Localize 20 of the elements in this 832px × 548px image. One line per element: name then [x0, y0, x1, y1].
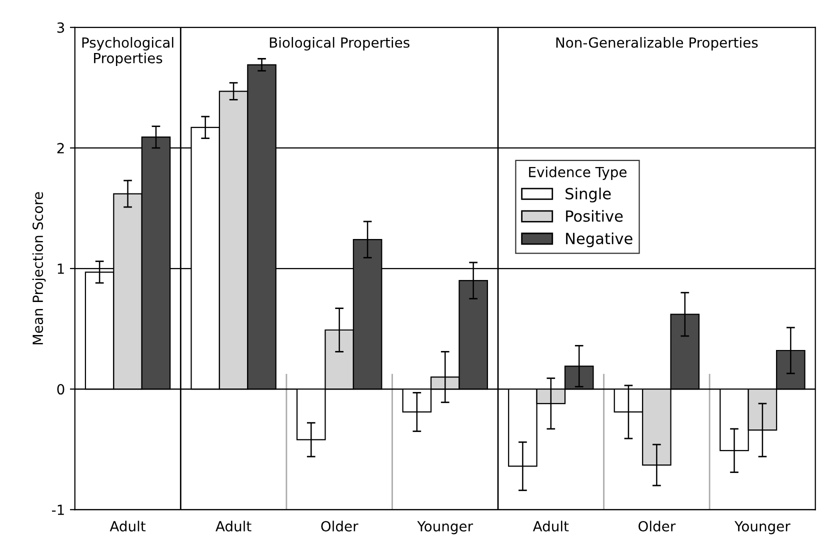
x-tick-label: Adult [110, 520, 146, 532]
y-tick-label: 0 [57, 384, 64, 395]
y-axis-title: Mean Projection Score [32, 192, 46, 344]
x-tick-label: Older [638, 520, 676, 532]
annotation: Non-Generalizable Properties [556, 37, 758, 50]
y-tick-label: 2 [57, 142, 64, 154]
y-tick-label: -1 [52, 504, 64, 515]
x-tick-label: Younger [734, 521, 790, 534]
legend-label: Negative [566, 232, 632, 248]
y-tick-label: 3 [57, 22, 64, 33]
legend-label: Positive [566, 210, 623, 222]
x-tick-label: Younger [417, 521, 474, 534]
annotation: Biological Properties [270, 37, 410, 50]
legend-title: Evidence Type [529, 166, 626, 180]
y-tick-label: 1 [58, 264, 64, 274]
x-tick-label: Adult [216, 520, 252, 532]
annotation: Psychological Properties [82, 37, 174, 66]
x-tick-label: Adult [532, 520, 569, 532]
x-tick-label: Older [321, 520, 358, 532]
legend-label: Single [566, 188, 611, 202]
